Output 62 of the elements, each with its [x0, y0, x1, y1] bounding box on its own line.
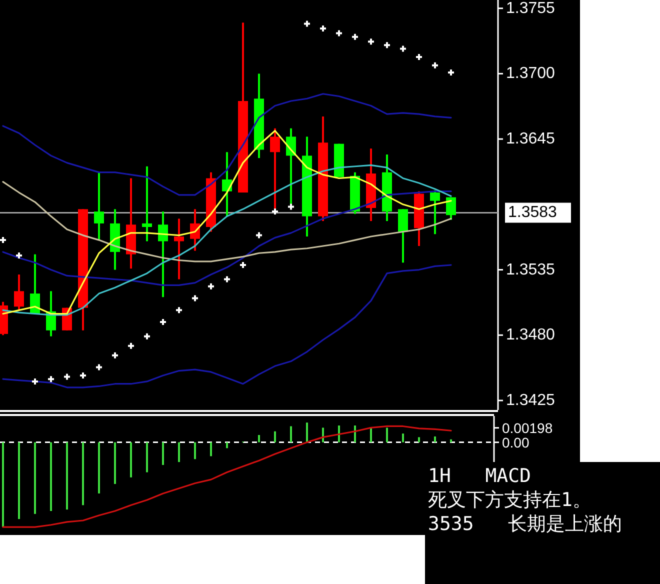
y-tick-label: 0.00198	[502, 420, 553, 436]
bar	[306, 422, 308, 442]
point	[95, 363, 103, 372]
point	[351, 32, 359, 41]
line-series	[2, 190, 452, 286]
bar	[290, 426, 292, 442]
bar	[258, 435, 260, 442]
ref-line-label: 1.3583	[508, 204, 558, 222]
point	[383, 41, 391, 50]
point	[63, 372, 71, 381]
point	[335, 29, 343, 38]
annotation: 3535 长期是上涨的	[428, 513, 622, 535]
point	[127, 342, 135, 350]
bar	[2, 442, 4, 528]
bar	[66, 442, 68, 510]
y-tick-label: 0.00	[502, 434, 530, 450]
y-tick-label: 1.3645	[506, 130, 556, 148]
bar	[178, 442, 180, 462]
bar	[338, 426, 340, 442]
bar	[418, 437, 420, 442]
y-tick-label: 1.3535	[506, 261, 556, 278]
point	[367, 38, 375, 46]
bar	[34, 442, 36, 514]
point	[255, 231, 263, 240]
y-tick-label: 1.3425	[506, 392, 556, 409]
y-tick-label: 1.3480	[506, 326, 556, 344]
bar	[210, 442, 212, 456]
point	[287, 202, 295, 211]
bar	[370, 428, 372, 442]
point	[431, 61, 439, 70]
bar	[130, 442, 132, 478]
line-series	[2, 181, 452, 262]
point	[191, 294, 199, 302]
point	[143, 332, 151, 340]
line-series	[2, 264, 452, 388]
annotation: 死叉下方支持在1。	[428, 489, 592, 511]
bar	[114, 442, 116, 484]
point	[303, 20, 311, 28]
bar	[450, 439, 452, 442]
y-tick-label: 1.3700	[506, 65, 556, 82]
bar	[50, 442, 52, 511]
bar	[386, 428, 388, 442]
point	[399, 44, 407, 53]
bar	[82, 442, 84, 506]
bar	[434, 436, 436, 442]
bar	[98, 442, 100, 494]
point	[111, 351, 119, 360]
point	[223, 275, 231, 284]
y-tick-label: 1.3755	[506, 0, 556, 17]
bar	[162, 442, 164, 465]
point	[47, 375, 55, 384]
bar	[194, 442, 196, 460]
bar	[226, 442, 228, 448]
bar	[18, 442, 20, 520]
point	[175, 306, 183, 314]
bar	[274, 431, 276, 442]
bar	[354, 426, 356, 442]
annotation: 1H MACD	[428, 465, 531, 487]
line-series	[2, 93, 452, 196]
point	[207, 282, 215, 290]
bar	[402, 434, 404, 442]
bar	[146, 442, 148, 472]
